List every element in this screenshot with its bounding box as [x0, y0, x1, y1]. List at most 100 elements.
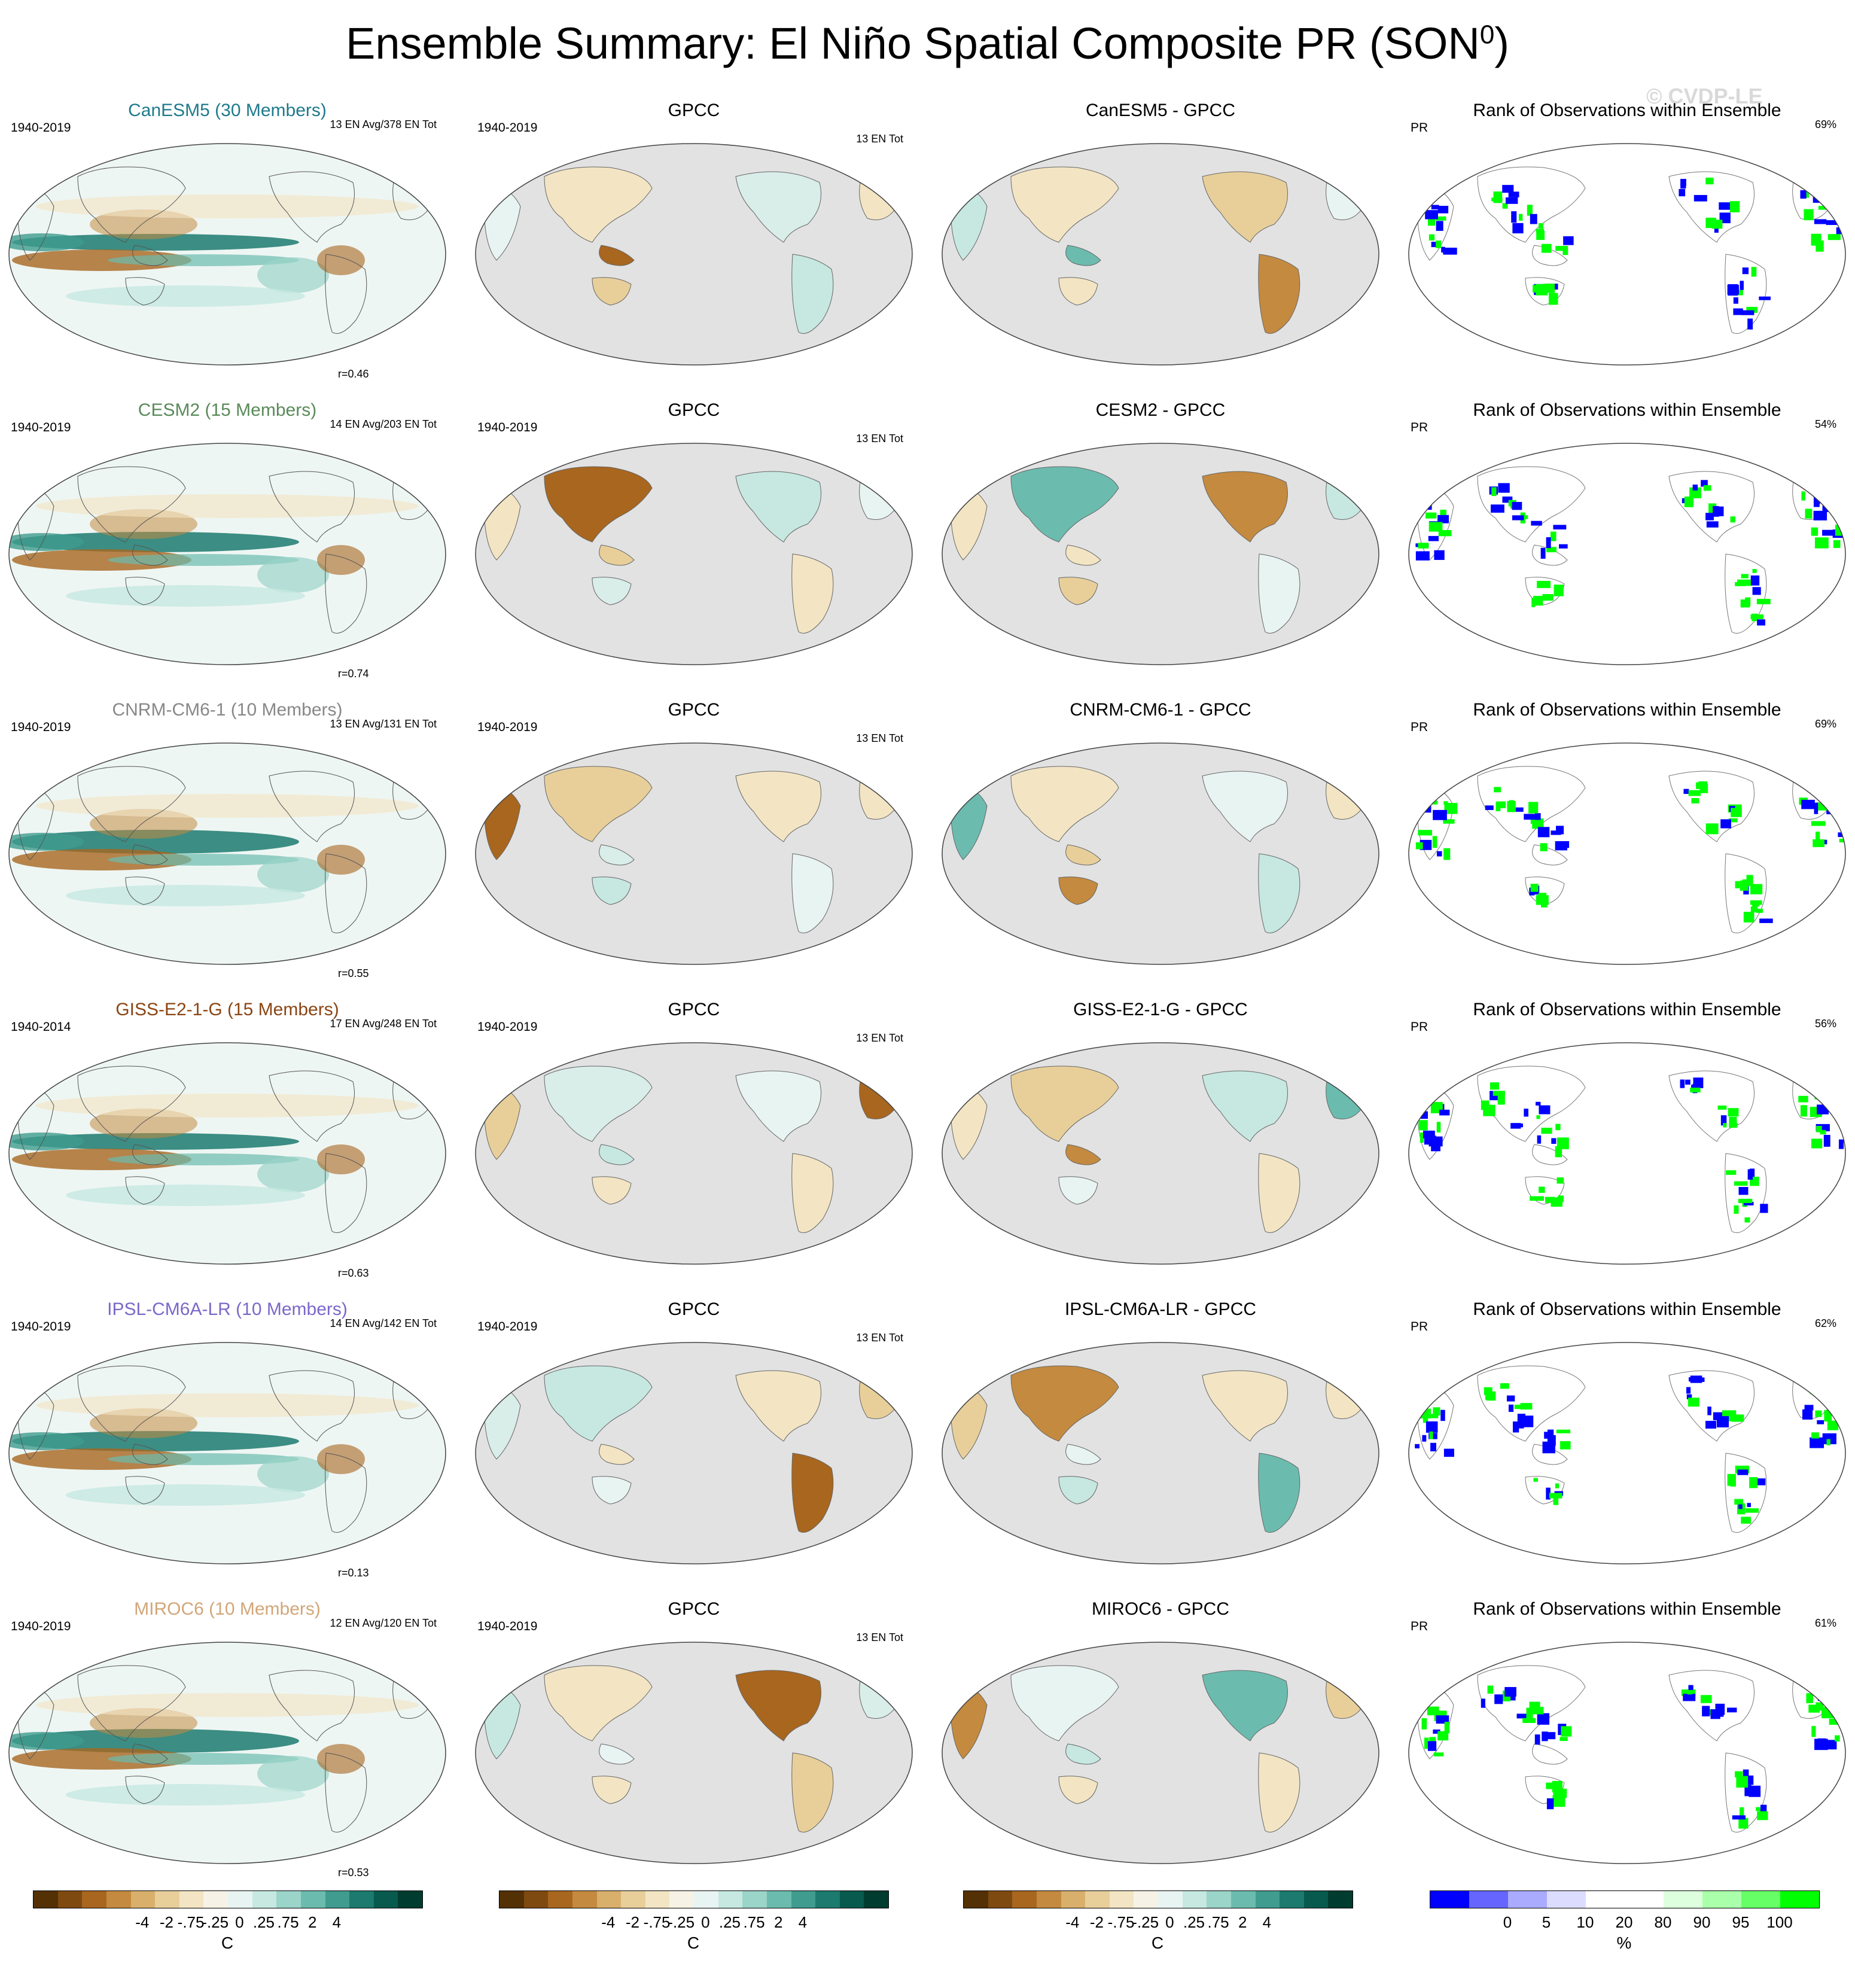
- model-map: [8, 742, 446, 965]
- model-title: MIROC6 (10 Members): [134, 1599, 321, 1619]
- obs-en-count: 13 EN Tot: [856, 732, 903, 744]
- obs-title: GPCC: [668, 101, 720, 120]
- colorbar-swatch: [1085, 1891, 1110, 1908]
- rank-panel: Rank of Observations within Ensemble PR 69…: [1400, 84, 1854, 383]
- colorbar-swatch: [742, 1891, 767, 1908]
- obs-period: 1940-2019: [477, 121, 538, 135]
- model-panel: CNRM-CM6-1 (10 Members) 1940-2019 13 EN Av…: [0, 683, 455, 982]
- colorbar-tick-label: 2: [1238, 1913, 1247, 1931]
- colorbar-swatch: [33, 1891, 58, 1908]
- colorbar-tick-label: 2: [773, 1913, 783, 1931]
- colorbar-swatch: [203, 1891, 228, 1908]
- rank-variable: PR: [1411, 1619, 1428, 1633]
- diff-map: [942, 443, 1379, 665]
- colorbar-tick-label: 95: [1732, 1913, 1750, 1931]
- colorbar-tick-label: -4: [1065, 1913, 1080, 1931]
- rank-map: [1408, 1042, 1846, 1265]
- rank-panel: Rank of Observations within Ensemble PR 54…: [1400, 383, 1854, 683]
- colorbar-swatch: [1134, 1891, 1158, 1908]
- obs-map: [475, 443, 913, 665]
- model-en-count: 17 EN Avg/248 EN Tot: [330, 1018, 437, 1030]
- obs-period: 1940-2019: [477, 421, 538, 434]
- colorbar-tick-label: -2: [1089, 1913, 1104, 1931]
- model-en-count: 13 EN Avg/378 EN Tot: [330, 118, 437, 130]
- colorbar-tick-label: 10: [1576, 1913, 1594, 1931]
- rank-percent: 69%: [1814, 718, 1836, 730]
- colorbar-swatch: [300, 1891, 325, 1908]
- obs-panel: GPCC 1940-2019 13 EN Tot: [467, 983, 921, 1282]
- diff-title: CNRM-CM6-1 - GPCC: [1070, 700, 1251, 720]
- model-title: GISS-E2-1-G (15 Members): [115, 1000, 339, 1019]
- diff-title: CanESM5 - GPCC: [1085, 101, 1236, 120]
- colorbar-tick-label: 90: [1693, 1913, 1711, 1931]
- obs-map: [475, 1042, 913, 1265]
- colorbar-tick-label: -.75: [177, 1913, 205, 1931]
- model-map: [8, 1042, 446, 1265]
- pattern-correlation: r=0.74: [338, 668, 369, 680]
- colorbar-rank: 0 5 10 20 80 90 95 100%: [1430, 1890, 1820, 1980]
- colorbar-swatch: [1255, 1891, 1280, 1908]
- model-title: IPSL-CM6A-LR (10 Members): [107, 1299, 348, 1319]
- obs-en-count: 13 EN Tot: [856, 133, 903, 145]
- diff-map: [942, 1642, 1379, 1864]
- colorbar-tick-label: -.75: [1107, 1913, 1135, 1931]
- rank-map: [1408, 1642, 1846, 1864]
- colorbar-swatch: [1303, 1891, 1329, 1908]
- colorbar-swatch: [1625, 1891, 1664, 1908]
- rank-percent: 62%: [1814, 1317, 1836, 1329]
- colorbar-swatch: [523, 1891, 549, 1908]
- rank-panel: Rank of Observations within Ensemble PR 56…: [1400, 983, 1854, 1282]
- model-map: [8, 143, 446, 366]
- obs-title: GPCC: [668, 1000, 720, 1019]
- colorbar-swatch: [276, 1891, 301, 1908]
- colorbar-swatch: [1158, 1891, 1183, 1908]
- colorbar-swatch: [596, 1891, 622, 1908]
- colorbar-swatch: [398, 1891, 422, 1908]
- colorbar-tick-label: .75: [277, 1913, 299, 1931]
- colorbar-swatches: [1430, 1890, 1820, 1908]
- rank-map: [1408, 443, 1846, 665]
- colorbar-swatch: [815, 1891, 840, 1908]
- colorbar-tick-label: 0: [701, 1913, 710, 1931]
- colorbar-swatch: [1012, 1891, 1037, 1908]
- colorbar-swatch: [82, 1891, 106, 1908]
- figure-title: Ensemble Summary: El Niño Spatial Compos…: [345, 19, 1510, 68]
- rank-panel: Rank of Observations within Ensemble PR 62…: [1400, 1283, 1854, 1582]
- colorbar-swatch: [669, 1891, 694, 1908]
- colorbar-tick-label: 0: [1165, 1913, 1174, 1931]
- model-panel: CanESM5 (30 Members) 1940-2019 13 EN Avg/3…: [0, 84, 455, 383]
- diff-map: [942, 1342, 1379, 1564]
- colorbar-swatch: [1702, 1891, 1741, 1908]
- colorbar-tick-label: -.25: [1132, 1913, 1159, 1931]
- obs-en-count: 13 EN Tot: [856, 1332, 903, 1344]
- obs-title: GPCC: [668, 1599, 720, 1619]
- diff-panel: MIROC6 - GPCC: [933, 1582, 1388, 1882]
- rank-percent: 54%: [1814, 418, 1836, 430]
- colorbar-swatch: [1430, 1891, 1469, 1908]
- diff-title: IPSL-CM6A-LR - GPCC: [1064, 1299, 1257, 1319]
- model-period: 1940-2019: [11, 121, 71, 135]
- pattern-correlation: r=0.53: [338, 1867, 369, 1879]
- colorbar-swatch: [766, 1891, 791, 1908]
- model-map: [8, 1342, 446, 1564]
- colorbar-swatch: [1182, 1891, 1207, 1908]
- colorbar-swatch: [839, 1891, 864, 1908]
- model-period: 1940-2019: [11, 421, 71, 434]
- colorbar-unit-label: C: [1151, 1934, 1164, 1952]
- colorbar-swatch: [349, 1891, 374, 1908]
- model-en-count: 13 EN Avg/131 EN Tot: [330, 718, 437, 730]
- colorbar-tick-label: -4: [601, 1913, 616, 1931]
- diff-panel: CNRM-CM6-1 - GPCC: [933, 683, 1388, 982]
- colorbar-tick-label: -2: [159, 1913, 173, 1931]
- model-panel: MIROC6 (10 Members) 1940-2019 12 EN Avg/12…: [0, 1582, 455, 1882]
- pattern-correlation: r=0.13: [338, 1567, 369, 1579]
- rank-title: Rank of Observations within Ensemble: [1473, 101, 1781, 120]
- colorbar-swatch: [499, 1891, 524, 1908]
- colorbar-tick-label: .75: [1207, 1913, 1229, 1931]
- rank-title: Rank of Observations within Ensemble: [1473, 1299, 1781, 1319]
- rank-panel: Rank of Observations within Ensemble PR 69…: [1400, 683, 1854, 982]
- obs-panel: GPCC 1940-2019 13 EN Tot: [467, 683, 921, 982]
- colorbar-tick-label: 80: [1654, 1913, 1672, 1931]
- obs-period: 1940-2019: [477, 1020, 538, 1034]
- obs-period: 1940-2019: [477, 720, 538, 734]
